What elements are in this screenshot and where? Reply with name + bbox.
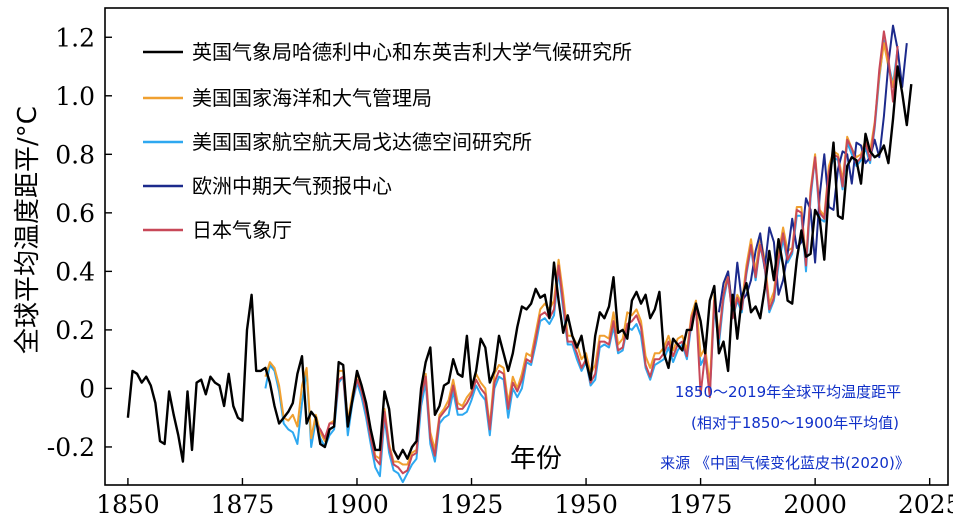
source-note: 来源 《中国气候变化蓝皮书(2020)》 [660,454,910,472]
y-tick-label: -0.2 [47,433,95,462]
legend-label-ecmwf: 欧洲中期天气预报中心 [192,174,392,198]
legend: 英国气象局哈德利中心和东英吉利大学气候研究所 美国国家海洋和大气管理局 美国国家… [143,40,632,242]
y-tick-label: 0.8 [55,140,95,169]
x-tick-label: 1850 [96,490,160,519]
y-tick-label: 0.4 [55,257,95,286]
series-line-nasa [264,39,899,484]
x-tick-label: 1900 [325,490,389,519]
chart-title: 1850～2019年全球平均温度距平 [675,383,901,401]
x-tick-label: 1975 [669,490,733,519]
x-tick-label: 1875 [211,490,275,519]
legend-label-nasa: 美国国家航空航天局戈达德空间研究所 [192,130,532,154]
legend-item-hadcrut: 英国气象局哈德利中心和东英吉利大学气候研究所 [143,40,632,64]
ticks-layer: 1850 1875 1900 1925 1950 1975 2000 2025 -0.2 0 0.2… [47,23,953,519]
series-line-jma [315,30,899,475]
y-tick-label: 0 [79,374,95,403]
legend-label-noaa: 美国国家海洋和大气管理局 [192,86,432,110]
plot-frame [104,7,949,486]
legend-label-jma: 日本气象厅 [192,218,292,242]
x-tick-label: 2025 [898,490,953,519]
series-line-hadcrut [126,65,913,463]
y-axis-title: 全球平均温度距平/°C [13,106,43,354]
legend-item-ecmwf: 欧洲中期天气预报中心 [143,174,392,198]
x-axis-title: 年份 [510,444,562,474]
legend-label-hadcrut: 英国气象局哈德利中心和东英吉利大学气候研究所 [192,40,632,64]
x-tick-label: 1925 [440,490,504,519]
y-tick-label: 0.6 [55,199,95,228]
y-tick-label: 1.0 [55,82,95,111]
y-tick-label: 0.2 [55,316,95,345]
legend-item-jma: 日本气象厅 [143,218,292,242]
legend-item-nasa: 美国国家航空航天局戈达德空间研究所 [143,130,532,154]
chart-subtitle: (相对于1850～1900年平均值) [691,414,899,432]
y-tick-label: 1.2 [55,23,95,52]
x-tick-label: 1950 [554,490,618,519]
legend-item-noaa: 美国国家海洋和大气管理局 [143,86,432,110]
x-tick-label: 2000 [783,490,847,519]
series-layer [126,24,913,484]
